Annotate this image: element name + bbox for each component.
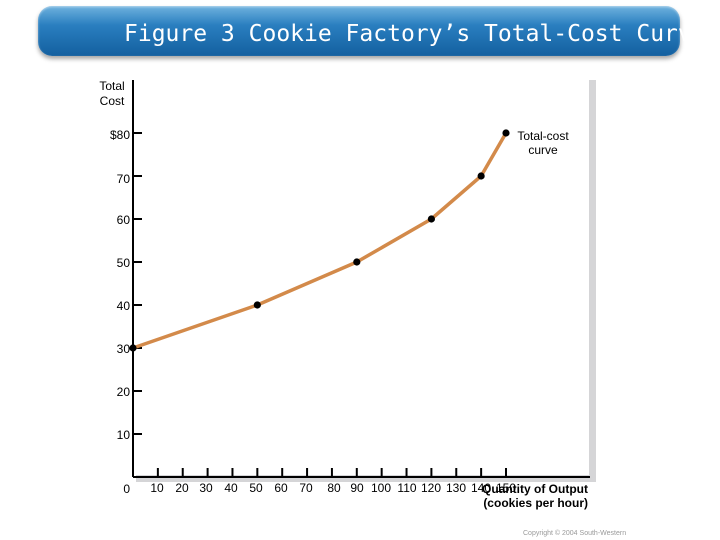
x-tick-label: 120 — [420, 481, 442, 495]
y-tick-label: 20 — [116, 385, 130, 399]
x-tick-label: 150 — [495, 481, 517, 495]
data-point — [129, 344, 137, 352]
y-tick-label: 50 — [116, 256, 130, 270]
x-tick-label: 40 — [224, 481, 238, 495]
x-tick-label: 20 — [175, 481, 189, 495]
plot-panel — [136, 80, 589, 475]
x-tick-label: 80 — [327, 481, 341, 495]
copyright-notice: Copyright © 2004 South-Western — [523, 530, 627, 537]
y-tick-label: 40 — [116, 299, 130, 313]
y-tick-label: 60 — [116, 213, 130, 227]
series — [129, 129, 510, 352]
x-tick-label: 130 — [445, 481, 467, 495]
y-tick-label: $80 — [109, 128, 130, 142]
title-bar: Figure 3 Cookie Factory’s Total-Cost Cur… — [38, 6, 706, 56]
x-tick-label: 30 — [199, 481, 213, 495]
x-tick-label: 70 — [299, 481, 313, 495]
data-point — [253, 301, 261, 309]
y-tick-label: 10 — [116, 428, 130, 442]
data-point — [477, 172, 485, 180]
data-point — [502, 129, 510, 137]
data-point — [353, 258, 361, 266]
y-tick-label: 70 — [116, 172, 130, 186]
slide-title: Figure 3 Cookie Factory’s Total-Cost Cur… — [124, 21, 706, 47]
y-tick-label: 30 — [116, 342, 130, 356]
x-tick-label: 50 — [249, 481, 263, 495]
x-tick-label: 140 — [470, 481, 492, 495]
axes — [132, 80, 590, 478]
x-tick-label: 90 — [350, 481, 364, 495]
total-cost-line — [132, 132, 508, 350]
x-tick-label: 60 — [274, 481, 288, 495]
x-tick-label: 100 — [370, 481, 392, 495]
data-point — [427, 215, 435, 223]
x-tick-label: 110 — [397, 481, 417, 495]
x-tick-label: 10 — [150, 481, 164, 495]
curve-annotation: Total-cost curve — [517, 129, 569, 157]
x-axis-label: Quantity of Output (cookies per hour) — [482, 482, 588, 510]
y-axis-label: Total Cost — [99, 79, 125, 108]
y-tick-label: 0 — [123, 482, 130, 496]
